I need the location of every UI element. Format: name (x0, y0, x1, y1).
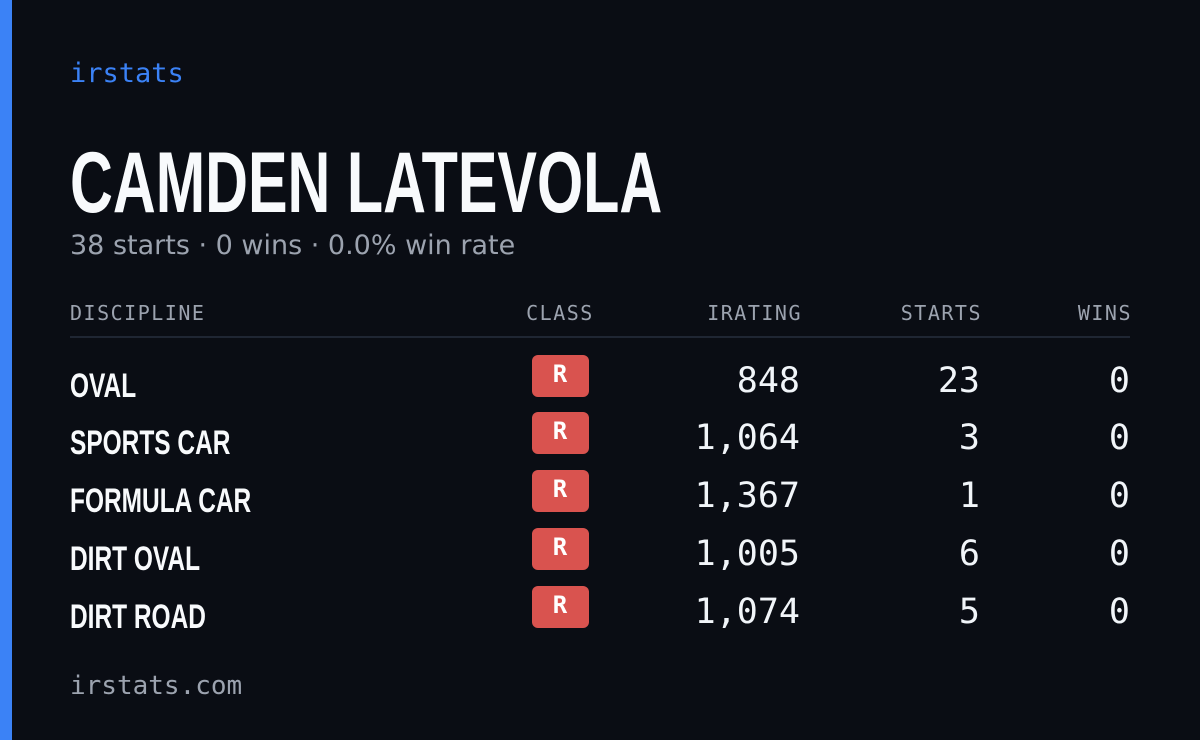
column-header: STARTS (901, 301, 982, 325)
title-group: CAMDEN LATEVOLA (70, 134, 662, 231)
irating: 848 (737, 361, 800, 401)
class-badge (532, 470, 589, 512)
discipline: DIRT OVAL (70, 540, 200, 578)
starts: 6 (959, 534, 980, 574)
starts: 23 (938, 361, 980, 401)
discipline-group: SPORTS CAR (70, 424, 230, 462)
column-header: CLASS (526, 301, 594, 325)
brand: irstats (70, 58, 184, 89)
class-badge (532, 586, 589, 628)
wins: 0 (1109, 592, 1130, 632)
wins: 0 (1109, 534, 1130, 574)
starts: 1 (959, 476, 980, 516)
class-letter: R (553, 417, 568, 445)
starts: 5 (959, 592, 980, 632)
class-letter: R (553, 533, 568, 561)
column-header: IRATING (707, 301, 802, 325)
irating: 1,367 (695, 476, 800, 516)
summary: 38 starts · 0 wins · 0.0% win rate (70, 230, 515, 261)
class-badge (532, 355, 589, 397)
discipline-group: DIRT OVAL (70, 540, 200, 578)
irating: 1,064 (695, 418, 800, 458)
class-letter: R (553, 360, 568, 388)
discipline: FORMULA CAR (70, 482, 251, 520)
class-badge (532, 528, 589, 570)
wins: 0 (1109, 418, 1130, 458)
wins: 0 (1109, 361, 1130, 401)
starts: 3 (959, 418, 980, 458)
column-header: WINS (1078, 301, 1132, 325)
discipline: SPORTS CAR (70, 424, 230, 462)
driver-name: CAMDEN LATEVOLA (70, 134, 662, 231)
discipline: OVAL (70, 367, 136, 405)
irating: 1,074 (695, 592, 800, 632)
discipline-group: DIRT ROAD (70, 598, 206, 636)
class-letter: R (553, 591, 568, 619)
class-letter: R (553, 475, 568, 503)
irating: 1,005 (695, 534, 800, 574)
class-badge (532, 412, 589, 454)
footer-url: irstats.com (70, 671, 242, 701)
discipline: DIRT ROAD (70, 598, 206, 636)
wins: 0 (1109, 476, 1130, 516)
accent-bar (0, 0, 12, 740)
discipline-group: OVAL (70, 367, 136, 405)
column-header: DISCIPLINE (70, 301, 205, 325)
discipline-group: FORMULA CAR (70, 482, 251, 520)
